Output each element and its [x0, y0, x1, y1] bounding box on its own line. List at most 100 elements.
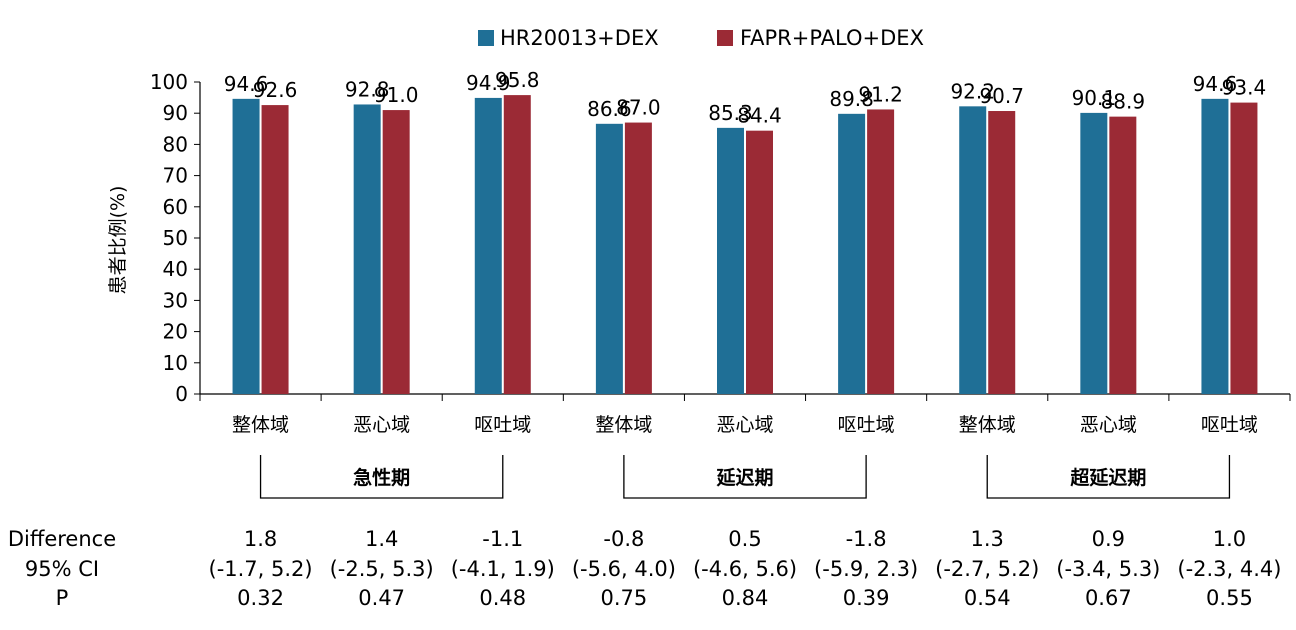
stats-cell: -0.8: [603, 527, 644, 551]
period-bracket: [986, 455, 1231, 499]
stats-row-label: Difference: [8, 527, 116, 551]
stats-row-label: P: [56, 586, 69, 610]
stats-cell: 1.8: [244, 527, 277, 551]
category-label: 恶心域: [716, 414, 773, 436]
stats-cell: (-5.9, 2.3): [814, 557, 918, 581]
y-axis-label: 患者比例(%): [107, 186, 129, 295]
stats-cell: 0.5: [728, 527, 761, 551]
stats-cell: -1.8: [846, 527, 887, 551]
bar: [1201, 98, 1229, 395]
bar-value-label: 87.0: [616, 96, 661, 120]
y-tick-label: 0: [175, 382, 188, 406]
stats-row-label: 95% CI: [25, 557, 99, 581]
bar: [624, 122, 652, 394]
bar-value-label: 90.1: [1072, 86, 1117, 110]
stats-cell: 0.67: [1085, 586, 1132, 610]
category-label: 呕吐域: [838, 414, 895, 436]
y-tick-label: 70: [163, 164, 188, 188]
stats-cell: (-2.7, 5.2): [935, 557, 1039, 581]
period-bracket: [259, 455, 504, 499]
bar-value-label: 91.0: [374, 83, 419, 107]
bar-value-label: 91.2: [858, 82, 903, 106]
stats-cell: 1.3: [971, 527, 1004, 551]
stats-cell: 0.9: [1092, 527, 1125, 551]
y-tick-label: 20: [163, 320, 188, 344]
stats-cell: (-4.1, 1.9): [451, 557, 555, 581]
bar-value-label: 86.6: [587, 97, 632, 121]
bar-value-label: 92.8: [345, 77, 390, 101]
y-tick-label: 100: [150, 70, 188, 94]
y-tick-label: 60: [163, 195, 188, 219]
stats-cell: (-5.6, 4.0): [572, 557, 676, 581]
legend-label-hr20013-dex: HR20013+DEX: [500, 26, 659, 50]
bar: [1080, 112, 1108, 394]
category-label: 整体域: [959, 414, 1016, 436]
bar-value-label: 95.8: [495, 68, 540, 92]
bar: [261, 105, 289, 394]
y-tick-label: 90: [163, 101, 188, 125]
category-label: 恶心域: [1080, 414, 1137, 436]
bar: [1230, 102, 1258, 394]
bar-value-label: 92.2: [950, 79, 995, 103]
bar-value-label: 84.4: [737, 104, 782, 128]
stats-cell: (-2.3, 4.4): [1177, 557, 1281, 581]
stats-cell: 0.84: [722, 586, 769, 610]
category-label: 恶心域: [353, 414, 410, 436]
period-brackets: 急性期 延迟期 超延迟期: [259, 455, 1231, 499]
legend: HR20013+DEX FAPR+PALO+DEX: [478, 26, 924, 50]
stats-cell: 0.54: [964, 586, 1011, 610]
period-bracket: [623, 455, 867, 499]
period-label: 超延迟期: [1069, 466, 1146, 489]
period-label: 急性期: [353, 466, 410, 489]
stats-table: Difference 95% CI P 1.8 1.4 -1.1 -0.8 0.5 -1.8 1.…: [8, 527, 1282, 610]
y-tick-label: 80: [163, 132, 188, 156]
bar: [382, 110, 410, 394]
y-tick-label: 30: [163, 288, 188, 312]
bars: 94.692.6 92.891.094.995.886.687.0 85.384.4…: [224, 68, 1267, 395]
stats-cell: 0.47: [358, 586, 405, 610]
bar-value-label: 94.9: [466, 71, 511, 95]
stats-cell: 0.48: [479, 586, 526, 610]
stats-cell: (-3.4, 5.3): [1056, 557, 1160, 581]
bar: [474, 97, 502, 395]
stats-cell: (-4.6, 5.6): [693, 557, 797, 581]
category-label: 整体域: [595, 414, 652, 436]
bar: [232, 98, 260, 395]
category-label: 呕吐域: [474, 414, 531, 436]
stats-cell: 0.39: [843, 586, 890, 610]
stats-cell: -1.1: [482, 527, 523, 551]
axes: 0 10 20 30 40 50 60 70 80 90 100: [150, 70, 1291, 406]
bar: [838, 113, 866, 394]
bar: [1109, 116, 1137, 394]
stats-cell: 1.4: [365, 527, 398, 551]
bar: [959, 106, 987, 394]
category-label: 整体域: [232, 414, 289, 436]
bar: [595, 123, 623, 395]
category-labels: 整体域 恶心域 呕吐域 整体域 恶心域 呕吐域 整体域 恶心域 呕吐域: [232, 414, 1258, 436]
stats-cell: 0.75: [601, 586, 648, 610]
bar-value-label: 94.6: [224, 72, 269, 96]
stats-cell: (-2.5, 5.3): [330, 557, 434, 581]
bar: [353, 104, 381, 395]
bar: [746, 130, 773, 394]
bar: [717, 127, 744, 394]
stats-cell: 1.0: [1213, 527, 1246, 551]
bar: [867, 109, 895, 395]
bar-value-label: 89.8: [829, 87, 874, 111]
bar-value-label: 94.6: [1193, 72, 1238, 96]
category-label: 呕吐域: [1201, 414, 1258, 436]
bar: [503, 95, 531, 394]
legend-swatch-fapr-palo-dex: [717, 30, 733, 46]
bar-value-label: 93.4: [1222, 76, 1267, 100]
y-tick-label: 50: [163, 226, 188, 250]
y-tick-label: 10: [163, 351, 188, 375]
stats-cell: (-1.7, 5.2): [209, 557, 313, 581]
bar-value-label: 88.9: [1101, 90, 1146, 114]
bar-value-label: 92.6: [253, 78, 298, 102]
y-tick-label: 40: [163, 257, 188, 281]
stats-cell: 0.32: [237, 586, 284, 610]
bar-value-label: 90.7: [979, 84, 1024, 108]
stats-cell: 0.55: [1206, 586, 1253, 610]
legend-swatch-hr20013-dex: [478, 30, 494, 46]
